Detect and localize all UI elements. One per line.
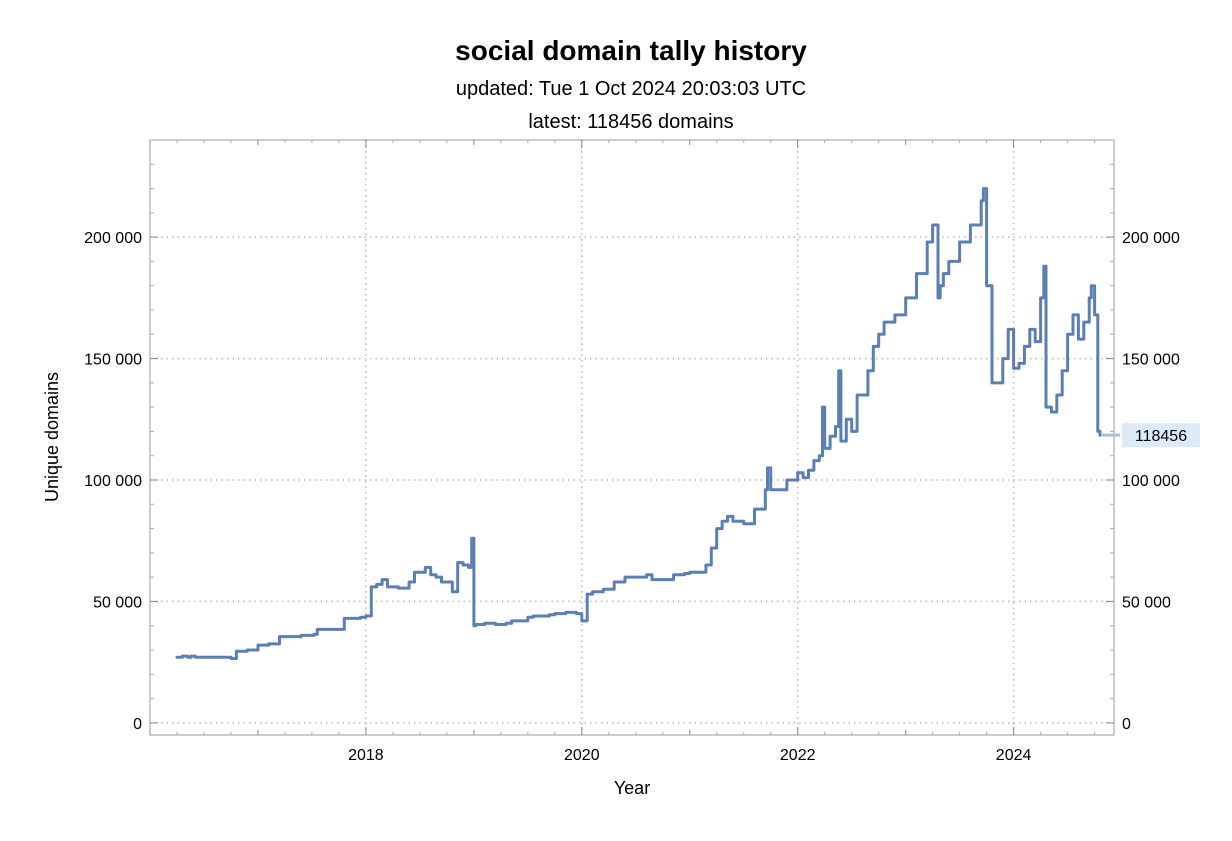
y-tick-label-right: 0 [1122, 716, 1131, 733]
chart-title: social domain tally history [455, 35, 807, 66]
axis-ticks: 2018 2020 2022 2024 0 0 50 000 50 000 100 000 100… [84, 139, 1180, 764]
series-group [175, 187, 1102, 660]
y-tick-label-left: 50 000 [93, 594, 142, 611]
chart-subtitle-latest: latest: 118456 domains [528, 111, 733, 133]
plot-frame [149, 139, 1115, 736]
x-axis-label: Year [614, 778, 650, 798]
y-tick-label-right: 150 000 [1122, 352, 1180, 369]
y-tick-label-right: 200 000 [1122, 230, 1180, 247]
grid-lines [150, 140, 1114, 735]
callout-box [1122, 423, 1200, 448]
latest-callout: 118456 [1102, 423, 1200, 448]
series-line [175, 187, 1102, 660]
x-tick-label: 2018 [348, 747, 384, 764]
y-tick-label-left: 150 000 [84, 352, 142, 369]
y-tick-label-right: 100 000 [1122, 473, 1180, 490]
y-tick-label-left: 100 000 [84, 473, 142, 490]
y-tick-label-left: 200 000 [84, 230, 142, 247]
y-axis-label: Unique domains [42, 372, 62, 502]
y-tick-label-left: 0 [133, 716, 142, 733]
y-tick-label-right: 50 000 [1122, 594, 1171, 611]
x-tick-label: 2024 [996, 747, 1032, 764]
x-tick-label: 2022 [780, 747, 816, 764]
x-tick-label: 2020 [564, 747, 600, 764]
callout-value-label: 118456 [1135, 428, 1187, 445]
chart-subtitle-updated: updated: Tue 1 Oct 2024 20:03:03 UTC [456, 78, 806, 100]
